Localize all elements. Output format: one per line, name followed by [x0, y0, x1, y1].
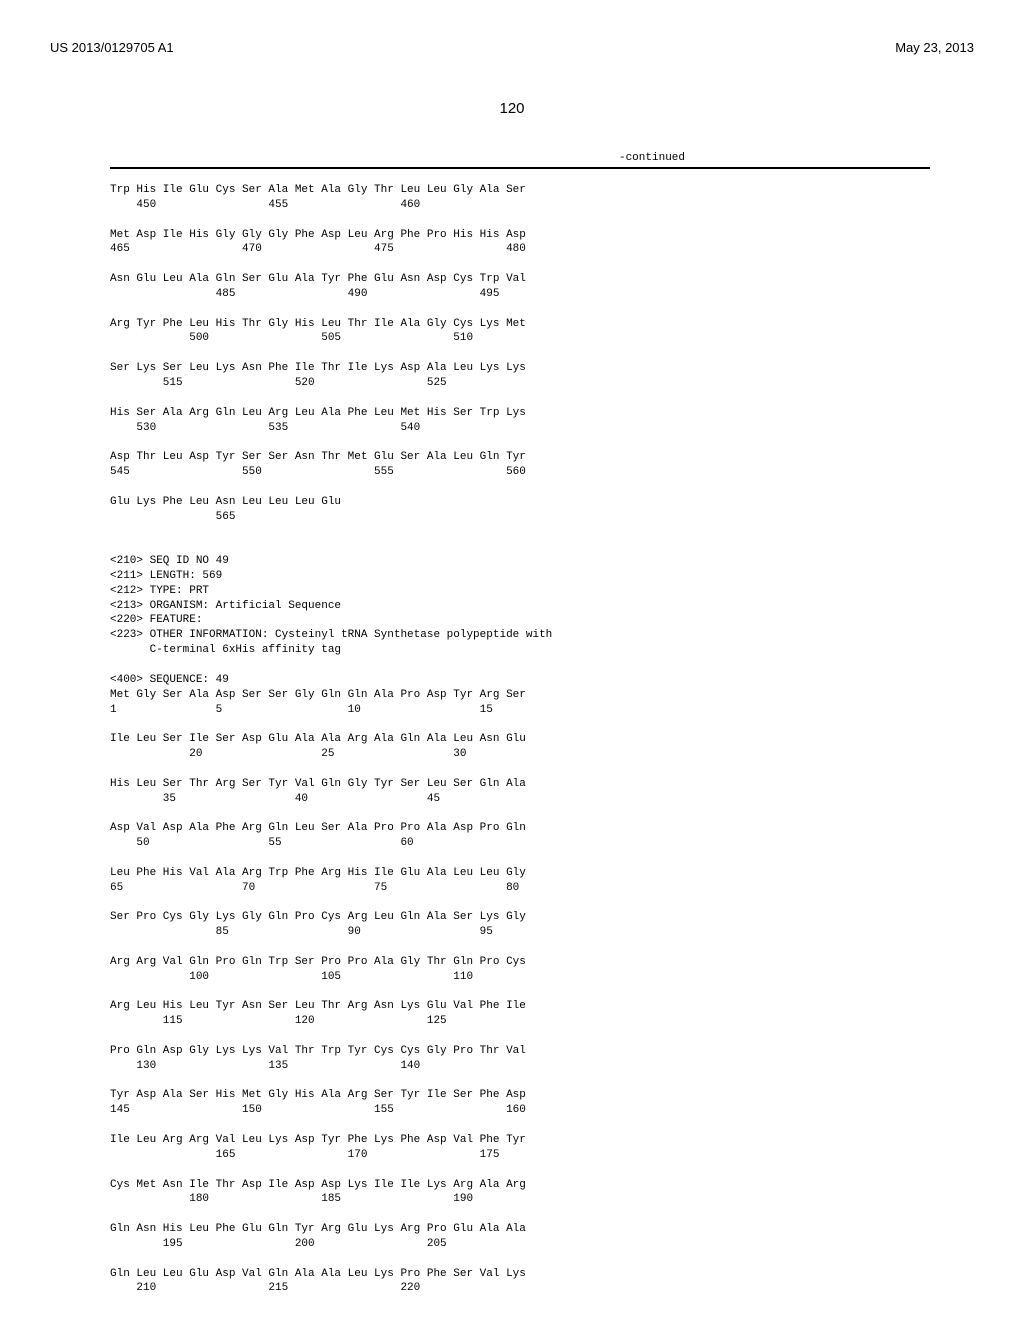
sequence-label-line: <400> SEQUENCE: 49 — [110, 674, 229, 686]
other-info-line-2: C-terminal 6xHis affinity tag — [110, 644, 341, 656]
organism-line: <213> ORGANISM: Artificial Sequence — [110, 600, 341, 612]
length-line: <211> LENGTH: 569 — [110, 570, 222, 582]
seq-id-line: <210> SEQ ID NO 49 — [110, 555, 229, 567]
sequence-header: <210> SEQ ID NO 49 <211> LENGTH: 569 <21… — [110, 539, 974, 687]
type-line: <212> TYPE: PRT — [110, 585, 209, 597]
publication-date: May 23, 2013 — [895, 40, 974, 55]
page-number: 120 — [50, 100, 974, 117]
divider — [110, 167, 930, 169]
publication-number: US 2013/0129705 A1 — [50, 40, 174, 55]
continued-label: -continued — [330, 152, 974, 164]
header-row: US 2013/0129705 A1 May 23, 2013 — [50, 40, 974, 55]
feature-line: <220> FEATURE: — [110, 614, 202, 626]
sequence-block-2: Met Gly Ser Ala Asp Ser Ser Gly Gln Gln … — [110, 688, 974, 1297]
sequence-block-1: Trp His Ile Glu Cys Ser Ala Met Ala Gly … — [110, 183, 974, 539]
other-info-line-1: <223> OTHER INFORMATION: Cysteinyl tRNA … — [110, 629, 552, 641]
